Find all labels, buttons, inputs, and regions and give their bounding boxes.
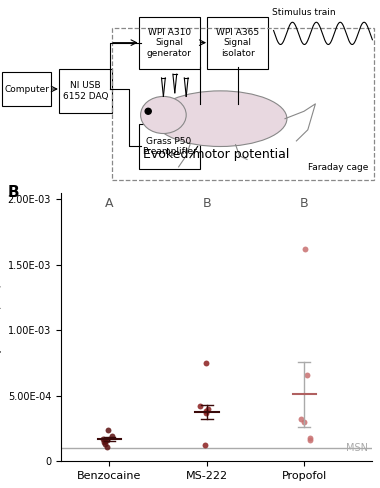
Text: Grass P50
Preamplifier: Grass P50 Preamplifier	[142, 137, 196, 156]
Ellipse shape	[154, 91, 287, 146]
Point	[102, 440, 108, 448]
Point	[104, 436, 110, 444]
Text: Faraday cage: Faraday cage	[308, 163, 369, 172]
Point	[298, 415, 304, 423]
Ellipse shape	[141, 97, 186, 134]
Point	[101, 437, 108, 445]
Text: Computer: Computer	[4, 84, 49, 94]
Text: WPI A310
Signal
generator: WPI A310 Signal generator	[147, 28, 192, 58]
Text: A: A	[105, 197, 114, 210]
Point	[204, 405, 211, 413]
Point	[100, 435, 106, 443]
FancyBboxPatch shape	[207, 17, 268, 69]
Point	[203, 359, 209, 367]
Text: WPI A365
Signal
isolator: WPI A365 Signal isolator	[216, 28, 259, 58]
Point	[304, 371, 310, 379]
Text: MSN: MSN	[345, 443, 367, 453]
Point	[109, 432, 116, 440]
Text: B: B	[8, 185, 19, 201]
Point	[302, 245, 308, 253]
Point	[203, 407, 209, 415]
Text: Stimulus train: Stimulus train	[272, 8, 335, 18]
Point	[101, 438, 107, 446]
FancyBboxPatch shape	[2, 72, 51, 106]
Text: B: B	[203, 197, 211, 210]
Point	[203, 409, 209, 417]
Circle shape	[145, 108, 151, 114]
Title: Evoked motor potential: Evoked motor potential	[143, 148, 290, 161]
Point	[105, 426, 111, 434]
Point	[201, 441, 207, 448]
Point	[105, 444, 111, 451]
Point	[307, 434, 313, 442]
Point	[197, 402, 203, 410]
Text: B: B	[300, 197, 309, 210]
Point	[307, 436, 313, 444]
FancyBboxPatch shape	[59, 69, 112, 113]
Point	[301, 418, 307, 426]
Y-axis label: Amplitude (mV): Amplitude (mV)	[0, 283, 2, 371]
FancyBboxPatch shape	[139, 124, 200, 169]
FancyBboxPatch shape	[139, 17, 200, 69]
Text: NI USB
6152 DAQ: NI USB 6152 DAQ	[63, 81, 108, 101]
